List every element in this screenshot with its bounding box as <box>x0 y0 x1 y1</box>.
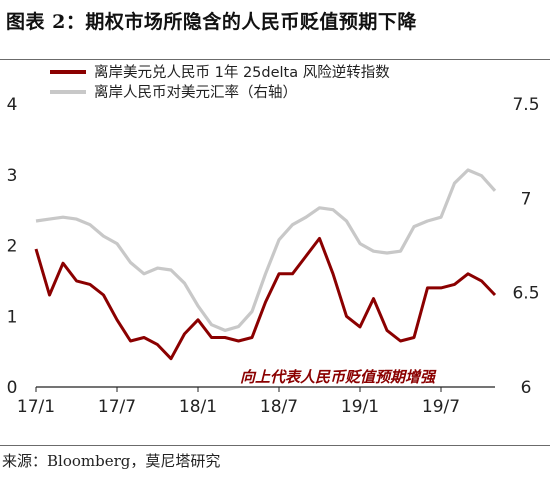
y-right-tick-label: 7.5 <box>512 95 539 115</box>
series-line-2 <box>35 168 497 332</box>
legend-label-1: 离岸美元兑人民币 1年 25delta 风险逆转指数 <box>94 64 390 81</box>
y-left-tick-label: 2 <box>7 237 18 257</box>
x-tick-label: 19/7 <box>422 397 460 417</box>
chart-annotation: 向上代表人民币贬值预期增强 <box>240 368 437 386</box>
x-tick-label: 18/1 <box>179 397 217 417</box>
bottom-divider <box>0 445 550 446</box>
y-left-tick-label: 0 <box>7 378 18 398</box>
y-right-tick-label: 6 <box>521 378 532 398</box>
x-tick-label: 18/7 <box>260 397 298 417</box>
x-tick-label: 19/1 <box>341 397 379 417</box>
legend-label-2: 离岸人民币对美元汇率（右轴） <box>94 84 297 101</box>
y-left-tick-label: 4 <box>7 95 18 115</box>
axes-group: 17/1 17/7 18/1 18/7 19/1 19/7 0 1 2 3 4 6 6.5 7 7.5 <box>7 95 540 417</box>
y-right-tick-label: 7 <box>521 189 532 209</box>
y-right-tick-label: 6.5 <box>512 284 539 304</box>
y-left-tick-label: 3 <box>7 166 18 186</box>
top-divider <box>0 59 550 60</box>
series-group <box>34 168 497 361</box>
chart-title: 图表 2：期权市场所隐含的人民币贬值预期下降 <box>6 11 417 33</box>
x-tick-label: 17/1 <box>17 397 55 417</box>
x-tick-label: 17/7 <box>98 397 136 417</box>
chart: 17/1 17/7 18/1 18/7 19/1 19/7 0 1 2 3 4 6 6.5 7 7.5 离岸… <box>7 64 540 417</box>
source-note: 来源：Bloomberg，莫尼塔研究 <box>2 452 221 470</box>
series-line-1 <box>34 236 497 361</box>
y-left-tick-label: 1 <box>7 307 18 327</box>
